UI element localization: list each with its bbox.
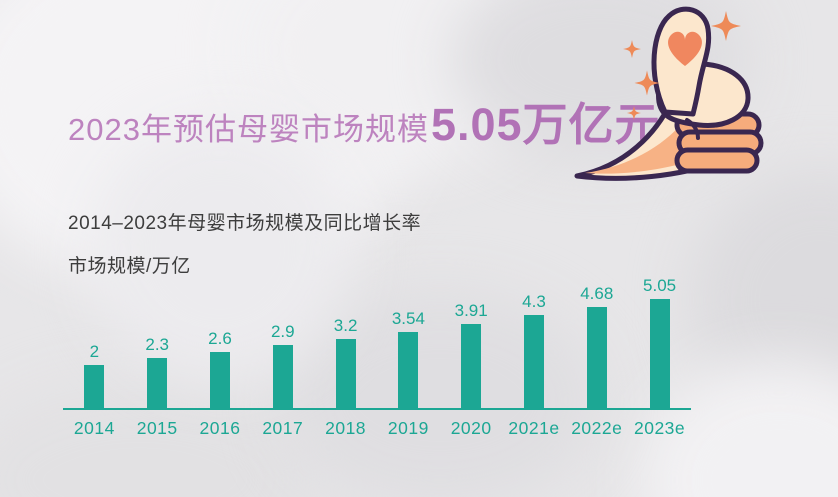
bar-value-label: 4.3	[522, 292, 546, 311]
bar-column: 2.3	[126, 274, 189, 408]
x-axis-tick-label: 2022e	[571, 418, 623, 438]
chart-title: 2014–2023年母婴市场规模及同比增长率	[68, 213, 422, 234]
heart-icon	[668, 31, 702, 66]
headline-text: 2023年预估母婴市场规模	[68, 112, 429, 147]
bar	[147, 358, 168, 408]
x-axis-tick-label: 2015	[136, 418, 178, 438]
x-axis-tick-label: 2014	[73, 418, 115, 438]
x-axis-tick-label: 2020	[450, 418, 492, 438]
sparkle-large-icon	[711, 11, 741, 41]
background-blob	[690, 170, 838, 430]
bar-column: 2	[63, 274, 126, 408]
bar-column: 3.2	[314, 274, 377, 408]
chart-y-axis-label: 市场规模/万亿	[68, 256, 191, 277]
bar	[523, 315, 544, 408]
bar-column: 3.54	[377, 274, 440, 408]
bar	[272, 345, 293, 408]
sparkle-medium-icon	[634, 70, 660, 96]
bar	[335, 339, 356, 408]
bar-value-label: 5.05	[643, 276, 677, 295]
bar-value-label: 2.3	[145, 335, 170, 354]
bar-value-label: 2.6	[208, 329, 232, 348]
bar	[649, 299, 670, 408]
bar	[398, 332, 419, 408]
x-axis-tick-label: 2018	[325, 418, 367, 438]
wrist-crease	[685, 118, 700, 140]
bar-value-label: 3.2	[333, 316, 358, 335]
x-axis-tick-label: 2023e	[633, 418, 686, 438]
bar-column: 3.91	[440, 274, 503, 408]
bar-chart-plot-area: 2 2.3 2.6 2.9 3.2 3.54 3.91 4.3 4.68 5.05	[63, 274, 691, 410]
bar-column: 2.9	[251, 274, 314, 408]
bar	[84, 365, 105, 408]
x-axis-tick-label: 2017	[262, 418, 304, 438]
bar	[461, 324, 482, 408]
bar-value-label: 4.68	[580, 284, 614, 303]
bar	[209, 352, 230, 408]
headline-highlight: 5.05万亿元	[430, 99, 661, 150]
bar-value-label: 2.9	[270, 322, 295, 341]
sparkle-small-icon	[623, 40, 641, 58]
x-axis-labels: 2014 2015 2016 2017 2018 2019 2020 2021e 2022e 20…	[63, 418, 691, 439]
bar	[586, 307, 607, 408]
headline: 2023年预估母婴市场规模 5.05万亿元	[68, 88, 661, 153]
bar-value-label: 2	[89, 342, 100, 361]
bar-value-label: 3.54	[391, 309, 425, 328]
x-axis-tick-label: 2019	[387, 418, 429, 438]
sparkle-tiny-icon	[627, 106, 641, 120]
bar-column: 5.05	[628, 274, 691, 408]
bar-column: 2.6	[189, 274, 252, 408]
x-axis-tick-label: 2021e	[508, 418, 560, 438]
bar-value-label: 3.91	[454, 301, 488, 320]
bar-column: 4.68	[565, 274, 628, 408]
bar-column: 4.3	[503, 274, 566, 408]
thumbs-up-illustration	[574, 6, 764, 181]
x-axis-tick-label: 2016	[199, 418, 241, 438]
